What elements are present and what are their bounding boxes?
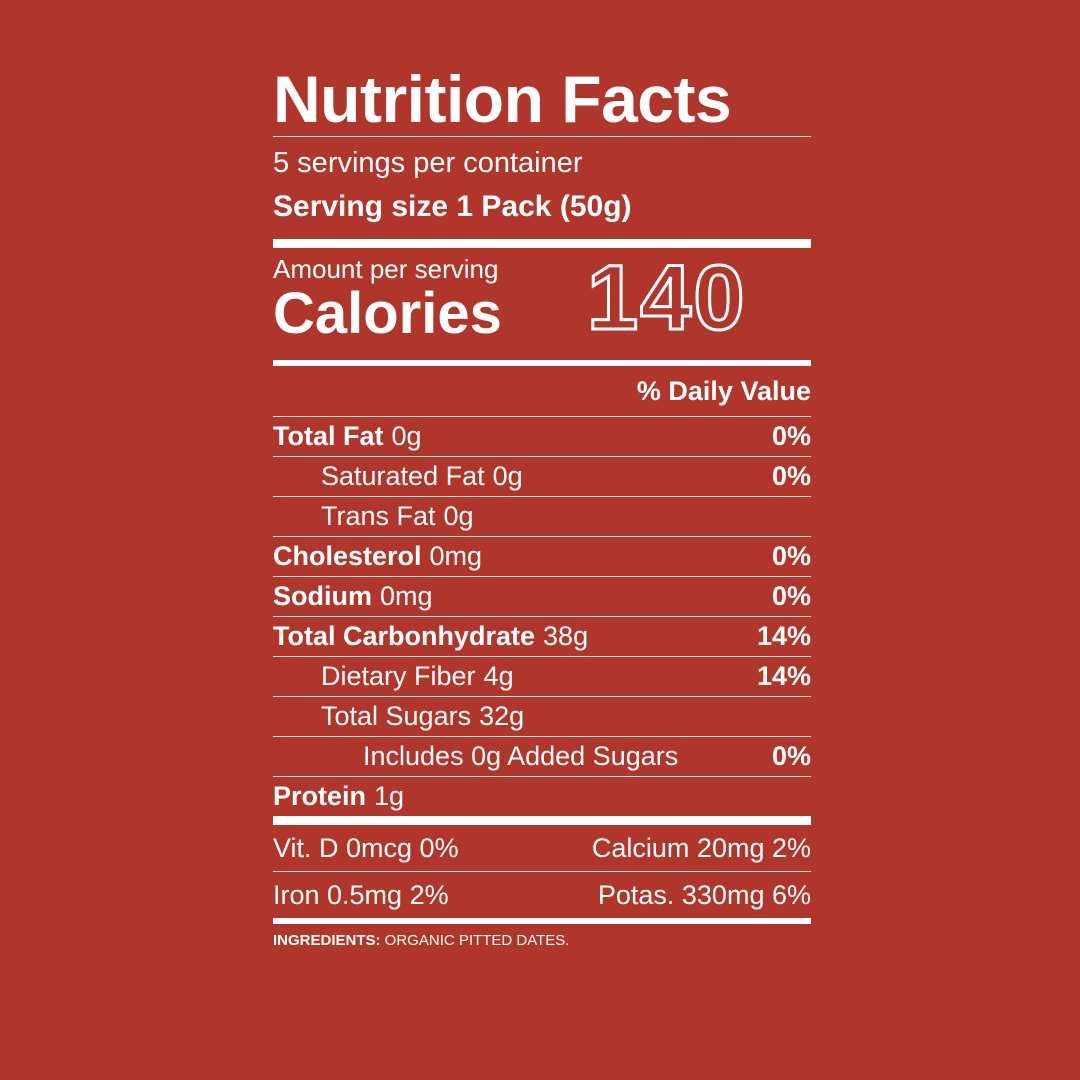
- nutrient-amount: 4g: [483, 661, 514, 691]
- nutrition-facts-label: Nutrition Facts 5 servings per container…: [273, 62, 811, 958]
- ingredients-text: ORGANIC PITTED DATES.: [380, 932, 570, 949]
- iron: Iron 0.5mg 2%: [273, 879, 449, 910]
- nutrient-row-dietary-fiber: Dietary Fiber 4g 14%: [273, 657, 811, 696]
- nutrient-amount: 0g: [492, 461, 523, 491]
- nutrient-row-total-sugars: Total Sugars 32g: [273, 697, 811, 736]
- nutrient-name: Total Carbonhydrate: [273, 621, 536, 651]
- calcium: Calcium 20mg 2%: [591, 832, 811, 863]
- nutrient-amount: 0g: [391, 421, 422, 451]
- divider: [273, 416, 811, 417]
- nutrient-row-trans-fat: Trans Fat 0g: [273, 497, 811, 536]
- ingredients: INGREDIENTS: ORGANIC PITTED DATES.: [273, 924, 811, 958]
- servings-per-container: 5 servings per container: [273, 147, 583, 179]
- label-title: Nutrition Facts: [273, 62, 732, 136]
- nutrient-amount: 0g: [443, 501, 474, 531]
- nutrient-row-saturated-fat: Saturated Fat 0g 0%: [273, 457, 811, 496]
- nutrient-name: Dietary Fiber: [321, 661, 476, 691]
- calories-block: Amount per serving Calories 140: [273, 247, 811, 360]
- divider: [273, 656, 811, 657]
- nutrient-name: Saturated Fat: [321, 461, 485, 491]
- nutrient-amount: 0mg: [429, 541, 483, 571]
- divider: [273, 496, 811, 497]
- serving-size: Serving size 1 Pack (50g): [273, 190, 632, 223]
- nutrient-dv: 0%: [771, 541, 811, 571]
- nutrient-amount: 0mg: [380, 581, 433, 611]
- nutrient-row-added-sugars: Includes 0g Added Sugars 0%: [273, 737, 811, 776]
- potassium: Potas. 330mg 6%: [597, 879, 811, 910]
- thick-divider: [273, 918, 811, 924]
- nutrient-name: Total Sugars: [321, 701, 472, 731]
- nutrient-name: Cholesterol: [273, 541, 422, 571]
- nutrient-name: Includes 0g Added Sugars: [363, 741, 679, 771]
- nutrient-row-sodium: Sodium 0mg 0%: [273, 577, 811, 616]
- nutrient-dv: 14%: [756, 621, 811, 651]
- nutrient-dv: 0%: [771, 461, 811, 491]
- thick-divider: [273, 816, 811, 825]
- nutrient-dv: 0%: [771, 741, 811, 771]
- divider: [273, 576, 811, 577]
- ingredients-label: INGREDIENTS:: [273, 932, 381, 949]
- nutrient-name: Total Fat: [273, 421, 384, 451]
- divider: [273, 136, 811, 137]
- nutrient-name: Trans Fat: [321, 501, 436, 531]
- nutrient-row-protein: Protein 1g: [273, 777, 811, 816]
- nutrient-name: Sodium: [273, 581, 372, 611]
- divider: [273, 871, 811, 872]
- thick-divider: [273, 360, 811, 366]
- daily-value-header: % Daily Value: [636, 376, 811, 406]
- divider: [273, 536, 811, 537]
- vitamin-d: Vit. D 0mcg 0%: [273, 832, 459, 863]
- divider: [273, 696, 811, 697]
- nutrient-dv: 14%: [756, 661, 811, 691]
- divider: [273, 776, 811, 777]
- amount-per-serving: Amount per serving: [273, 254, 499, 284]
- nutrient-name: Protein: [273, 781, 367, 811]
- divider: [273, 736, 811, 737]
- divider: [273, 616, 811, 617]
- nutrient-dv: 0%: [771, 421, 811, 451]
- nutrient-dv: 0%: [771, 581, 811, 611]
- vitamin-row-2: Iron 0.5mg 2% Potas. 330mg 6%: [273, 872, 811, 918]
- nutrient-amount: 1g: [374, 781, 405, 811]
- thick-divider: [273, 239, 811, 248]
- nutrient-amount: 32g: [479, 701, 525, 731]
- vitamin-row-1: Vit. D 0mcg 0% Calcium 20mg 2%: [273, 825, 811, 871]
- divider: [273, 456, 811, 457]
- nutrient-amount: 38g: [543, 621, 589, 651]
- nutrient-row-total-fat: Total Fat 0g 0%: [273, 417, 811, 456]
- calories-label: Calories: [273, 281, 502, 346]
- nutrient-row-total-carbohydrate: Total Carbonhydrate 38g 14%: [273, 617, 811, 656]
- nutrient-row-cholesterol: Cholesterol 0mg 0%: [273, 537, 811, 576]
- calories-value: 140: [586, 247, 747, 350]
